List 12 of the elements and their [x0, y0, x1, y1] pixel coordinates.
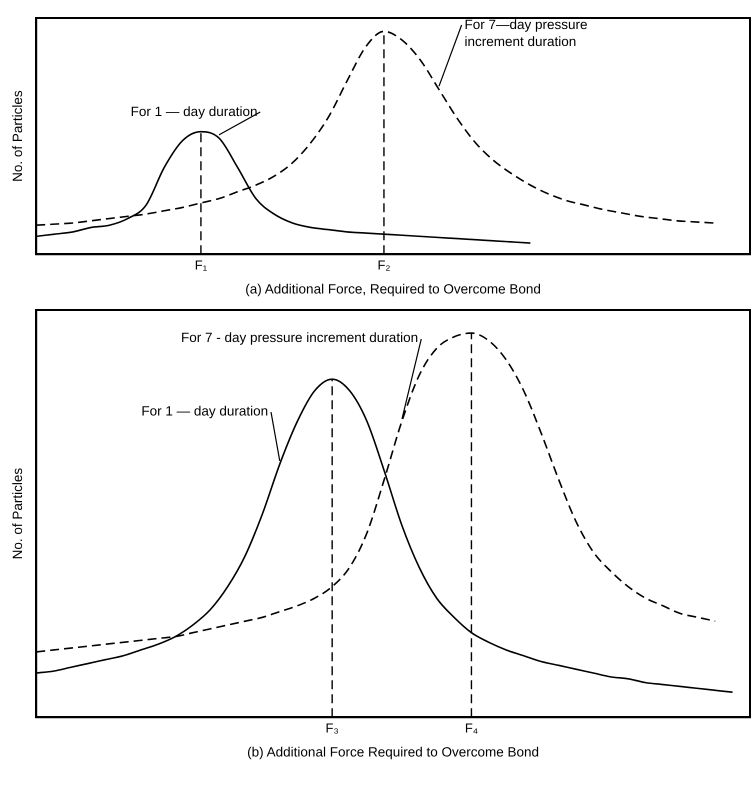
- x-axis-title: (a) Additional Force, Required to Overcome Bond: [245, 282, 541, 297]
- x-tick-label: F₁: [194, 258, 208, 273]
- series-label: For 1 — day duration: [130, 104, 258, 120]
- y-axis-title: No. of Particles: [10, 90, 25, 182]
- x-tick-label: F₄: [464, 720, 478, 736]
- x-tick-label: F₂: [377, 258, 390, 273]
- text: For 1 — day duration: [141, 404, 268, 419]
- x-axis-title: (b) Additional Force Required to Overcome Bond: [247, 744, 540, 760]
- series-label: For 7 - day pressure increment duration: [180, 330, 418, 346]
- x-tick-label: F₃: [326, 720, 339, 736]
- y-axis-title: No. of Particles: [10, 468, 25, 560]
- text: For 7—day pressure increment duration: [464, 16, 588, 49]
